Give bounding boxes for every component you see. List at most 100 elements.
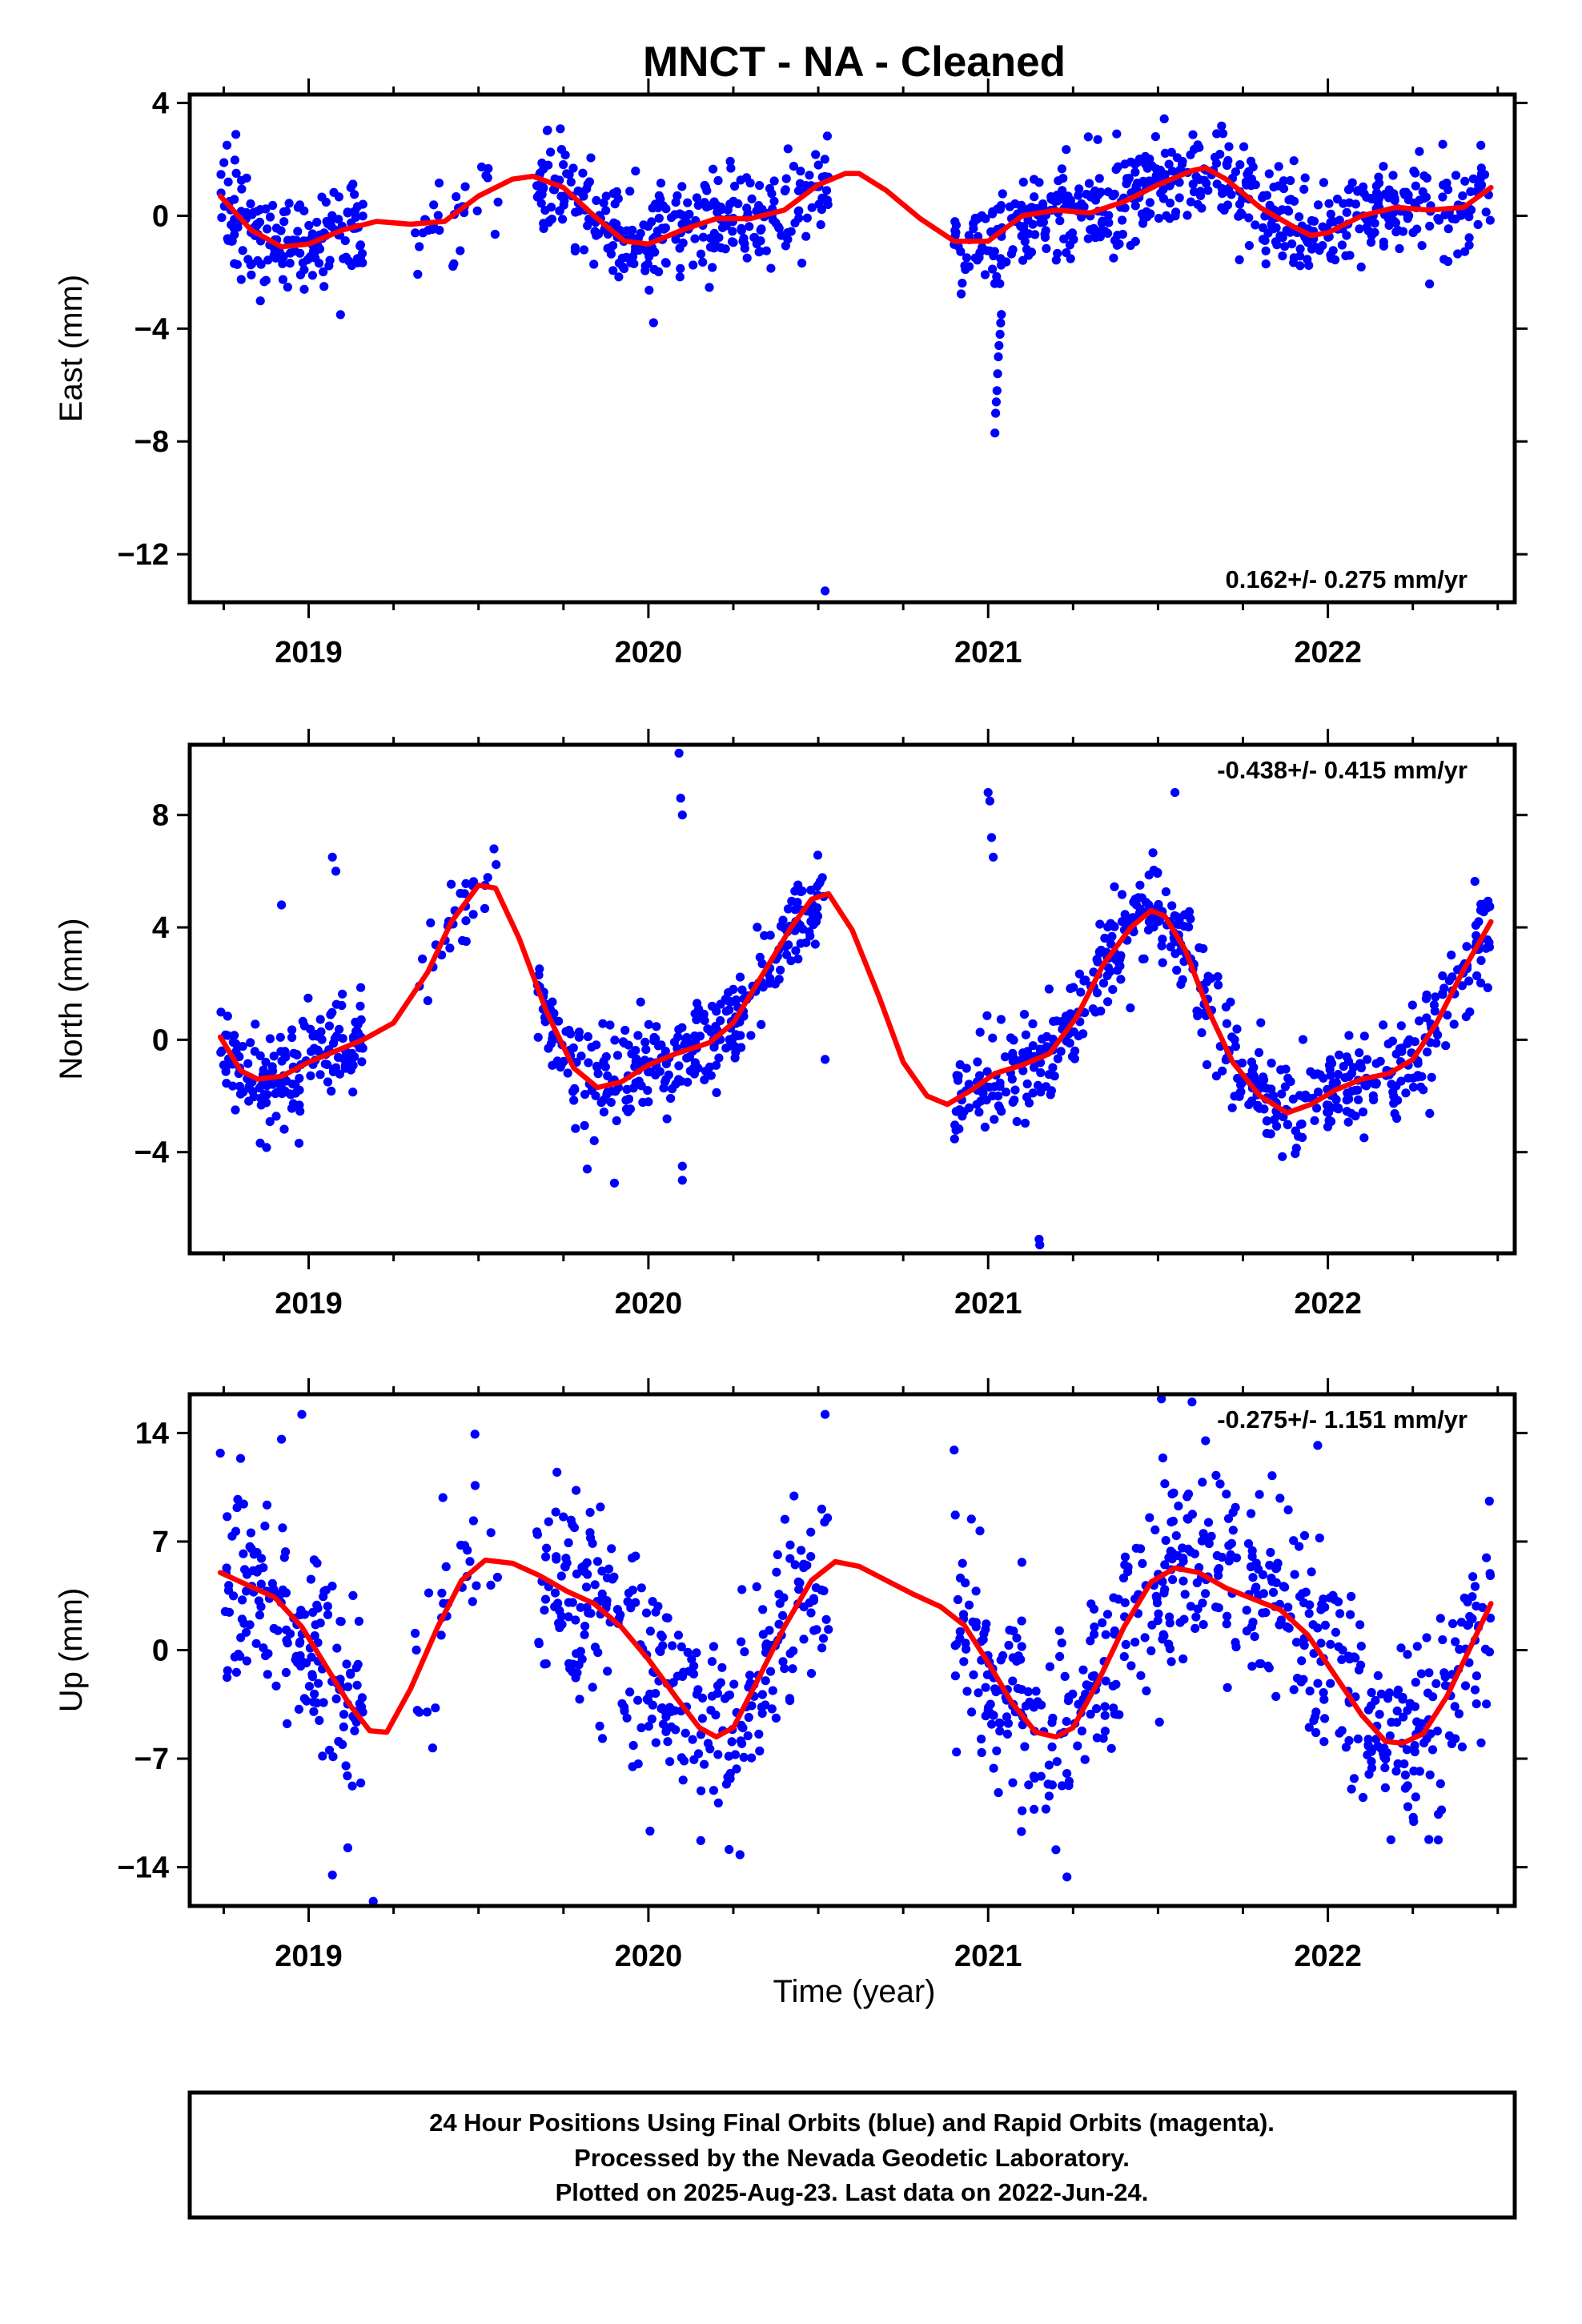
up-point-918 bbox=[1248, 1573, 1258, 1582]
east-point-1037 bbox=[1393, 225, 1403, 235]
east-point-1080 bbox=[821, 586, 830, 596]
up-point-454 bbox=[622, 1713, 632, 1723]
up-point-721 bbox=[1472, 1699, 1481, 1709]
east-point-141 bbox=[265, 212, 275, 222]
up-point-101 bbox=[246, 1528, 255, 1538]
north-point-973 bbox=[1038, 1034, 1047, 1043]
east-point-1000 bbox=[1412, 224, 1422, 234]
north-point-482 bbox=[556, 1059, 566, 1070]
up-point-567 bbox=[1425, 1770, 1435, 1779]
up-point-223 bbox=[625, 1687, 635, 1697]
east-point-193 bbox=[424, 225, 433, 235]
east-point-964 bbox=[1215, 150, 1225, 159]
east-point-642 bbox=[1464, 233, 1474, 243]
up-point-1047 bbox=[1422, 1734, 1431, 1743]
north-point-923 bbox=[1262, 1084, 1271, 1093]
east-point-1001 bbox=[1466, 187, 1476, 196]
up-point-341 bbox=[697, 1714, 708, 1723]
north-point-598 bbox=[1001, 1088, 1011, 1097]
east-point-366 bbox=[797, 259, 807, 268]
north-point-141 bbox=[315, 1070, 325, 1080]
up-point-188 bbox=[492, 1572, 503, 1582]
north-point-499 bbox=[790, 887, 800, 896]
up-point-183 bbox=[411, 1628, 420, 1638]
north-point-915 bbox=[950, 1134, 959, 1144]
up-point-531 bbox=[1222, 1490, 1231, 1499]
north-point-314 bbox=[563, 1068, 572, 1078]
north-point-649 bbox=[1044, 984, 1054, 994]
north-point-705 bbox=[1056, 1047, 1066, 1056]
up-ytick-label-1: 7 bbox=[152, 1526, 169, 1559]
north-point-964 bbox=[1154, 899, 1163, 910]
up-point-1040 bbox=[1118, 1573, 1129, 1583]
north-point-167 bbox=[357, 1043, 367, 1052]
east-point-252 bbox=[816, 220, 825, 230]
up-point-674 bbox=[1410, 1702, 1419, 1711]
east-point-726 bbox=[1464, 212, 1474, 222]
east-point-121 bbox=[227, 236, 237, 246]
east-point-332 bbox=[601, 206, 611, 215]
up-point-970 bbox=[1013, 1683, 1022, 1693]
up-point-675 bbox=[1055, 1651, 1065, 1662]
north-point-1069 bbox=[1444, 976, 1454, 986]
up-point-846 bbox=[1283, 1602, 1293, 1612]
up-point-948 bbox=[1367, 1747, 1376, 1756]
up-point-862 bbox=[1180, 1590, 1190, 1599]
up-point-46 bbox=[242, 1656, 251, 1666]
up-rate-label: -0.275+/- 1.151 mm/yr bbox=[1217, 1405, 1468, 1433]
up-point-179 bbox=[412, 1645, 421, 1655]
north-rate-label: -0.438+/- 0.415 mm/yr bbox=[1217, 756, 1468, 784]
north-point-209 bbox=[712, 1088, 721, 1097]
north-point-713 bbox=[1081, 975, 1090, 985]
north-point-506 bbox=[633, 1031, 643, 1040]
north-point-457 bbox=[778, 915, 788, 925]
north-point-782 bbox=[1030, 1063, 1039, 1072]
up-point-924 bbox=[1226, 1550, 1235, 1559]
east-point-859 bbox=[1186, 150, 1195, 159]
north-point-412 bbox=[700, 1075, 709, 1084]
east-point-453 bbox=[658, 223, 669, 233]
up-point-723 bbox=[1402, 1745, 1412, 1755]
east-point-572 bbox=[1094, 174, 1104, 183]
up-point-614 bbox=[1335, 1609, 1345, 1618]
up-point-946 bbox=[1311, 1707, 1321, 1717]
up-point-990 bbox=[1023, 1687, 1033, 1697]
east-point-554 bbox=[1453, 249, 1463, 259]
up-point-1000 bbox=[1308, 1620, 1318, 1630]
north-ytick-label-1: 4 bbox=[152, 911, 169, 945]
north-point-1086 bbox=[277, 900, 287, 910]
up-point-451 bbox=[586, 1533, 596, 1542]
east-point-308 bbox=[583, 221, 592, 231]
east-point-869 bbox=[1458, 191, 1468, 201]
up-point-349 bbox=[624, 1588, 634, 1598]
east-point-135 bbox=[343, 208, 352, 218]
east-point-495 bbox=[532, 192, 542, 202]
up-point-497 bbox=[612, 1605, 623, 1614]
up-model-line bbox=[217, 1557, 1494, 1746]
north-point-867 bbox=[1310, 1116, 1319, 1125]
up-point-485 bbox=[725, 1768, 735, 1779]
up-point-942 bbox=[1005, 1625, 1014, 1635]
north-ytick-label-3: −4 bbox=[135, 1136, 169, 1170]
footer-line-2: Processed by the Nevada Geodetic Laborat… bbox=[574, 2144, 1130, 2172]
east-point-697 bbox=[1235, 255, 1244, 264]
east-point-817 bbox=[1476, 140, 1486, 150]
east-point-1003 bbox=[1476, 180, 1487, 190]
north-point-958 bbox=[1430, 1007, 1439, 1016]
east-point-1060 bbox=[1103, 228, 1113, 238]
north-point-1002 bbox=[1347, 1086, 1357, 1096]
north-point-945 bbox=[1476, 906, 1486, 915]
up-point-938 bbox=[1179, 1614, 1189, 1624]
north-point-187 bbox=[492, 860, 501, 870]
up-point-985 bbox=[1482, 1699, 1492, 1709]
east-point-894 bbox=[1096, 187, 1106, 197]
up-point-199 bbox=[486, 1580, 496, 1590]
north-point-385 bbox=[703, 1024, 713, 1034]
east-point-502 bbox=[661, 204, 671, 214]
east-point-1044 bbox=[1024, 251, 1034, 260]
north-point-67 bbox=[288, 1099, 298, 1108]
north-point-9 bbox=[303, 993, 313, 1003]
north-point-1080 bbox=[582, 1164, 592, 1174]
east-point-142 bbox=[307, 229, 317, 239]
up-point-1077 bbox=[1187, 1397, 1197, 1407]
